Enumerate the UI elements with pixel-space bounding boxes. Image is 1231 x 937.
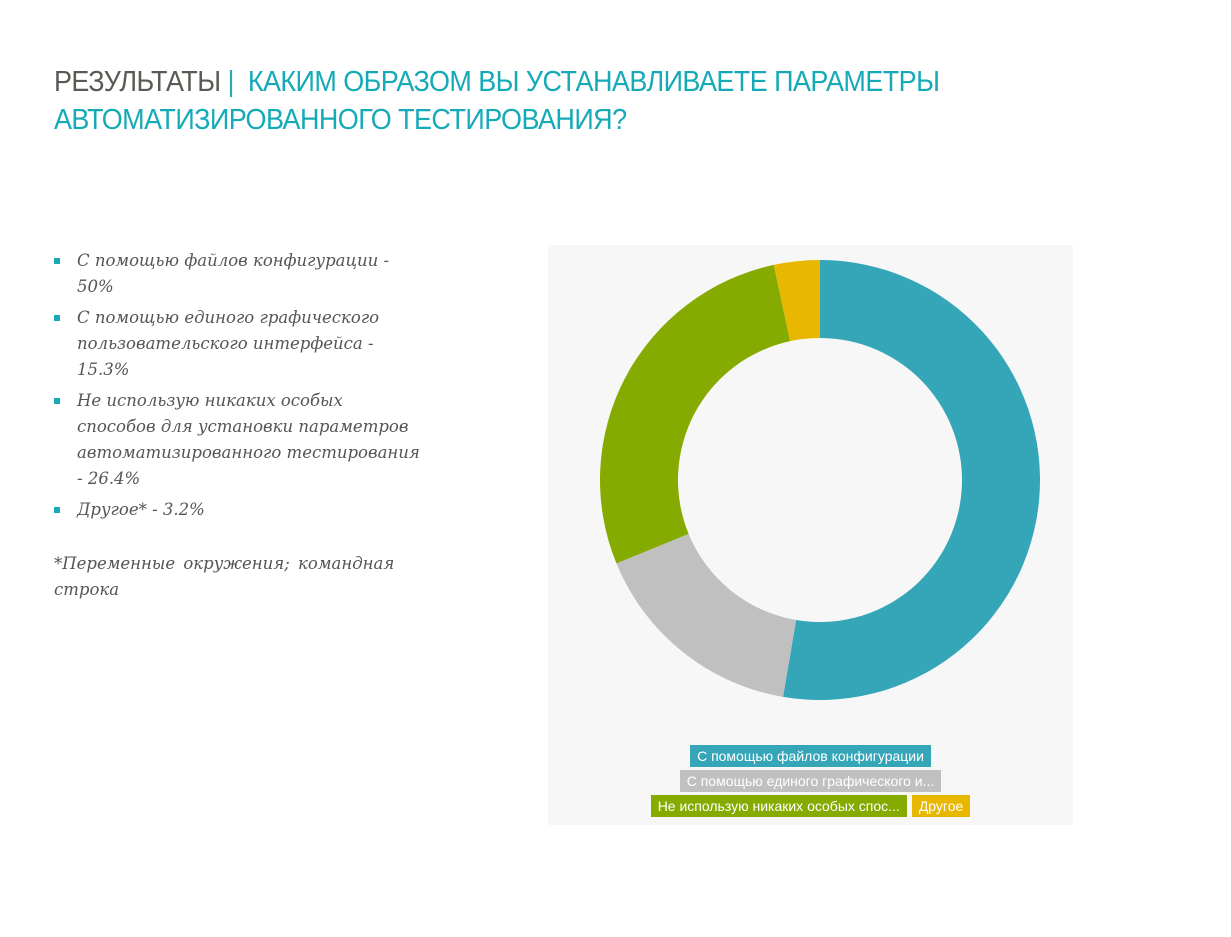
legend-item-other: Другое	[911, 795, 971, 817]
square-bullet-icon	[54, 398, 60, 404]
segment-other	[773, 260, 820, 342]
segment-gui	[616, 533, 797, 697]
footnote: *Переменные окружения; командная строка	[54, 554, 395, 599]
donut-chart	[600, 260, 1041, 700]
legend-item-no-special-method: Не использую никаких особых спос...	[650, 795, 907, 817]
square-bullet-icon	[54, 315, 60, 321]
title-question-line2: АВТОМАТИЗИРОВАННОГО ТЕСТИРОВАНИЯ?	[54, 104, 627, 136]
slide-title: РЕЗУЛЬТАТЫ | КАКИМ ОБРАЗОМ ВЫ УСТАНАВЛИВ…	[54, 63, 947, 139]
segment-config-files	[783, 260, 1041, 700]
bullet-item: С помощью файлов конфигурации - 50%	[54, 248, 424, 300]
legend-item-config-files: С помощью файлов конфигурации	[690, 745, 931, 767]
results-bullet-list: С помощью файлов конфигурации - 50% С по…	[54, 248, 424, 528]
square-bullet-icon	[54, 507, 60, 513]
square-bullet-icon	[54, 258, 60, 264]
legend-item-gui: С помощью единого графического и...	[679, 770, 942, 792]
chart-legend: С помощью файлов конфигурации С помощью …	[548, 745, 1073, 820]
donut-chart-panel: С помощью файлов конфигурации С помощью …	[548, 245, 1073, 825]
title-prefix: РЕЗУЛЬТАТЫ	[54, 66, 221, 98]
bullet-item: Другое* - 3.2%	[54, 497, 424, 523]
title-question-line1: КАКИМ ОБРАЗОМ ВЫ УСТАНАВЛИВАЕТЕ ПАРАМЕТР…	[247, 66, 940, 98]
bullet-item: Не использую никаких особых способов для…	[54, 388, 424, 492]
segment-no-special-method	[600, 264, 791, 564]
title-separator: |	[227, 66, 234, 98]
bullet-item: С помощью единого графического пользоват…	[54, 305, 424, 383]
